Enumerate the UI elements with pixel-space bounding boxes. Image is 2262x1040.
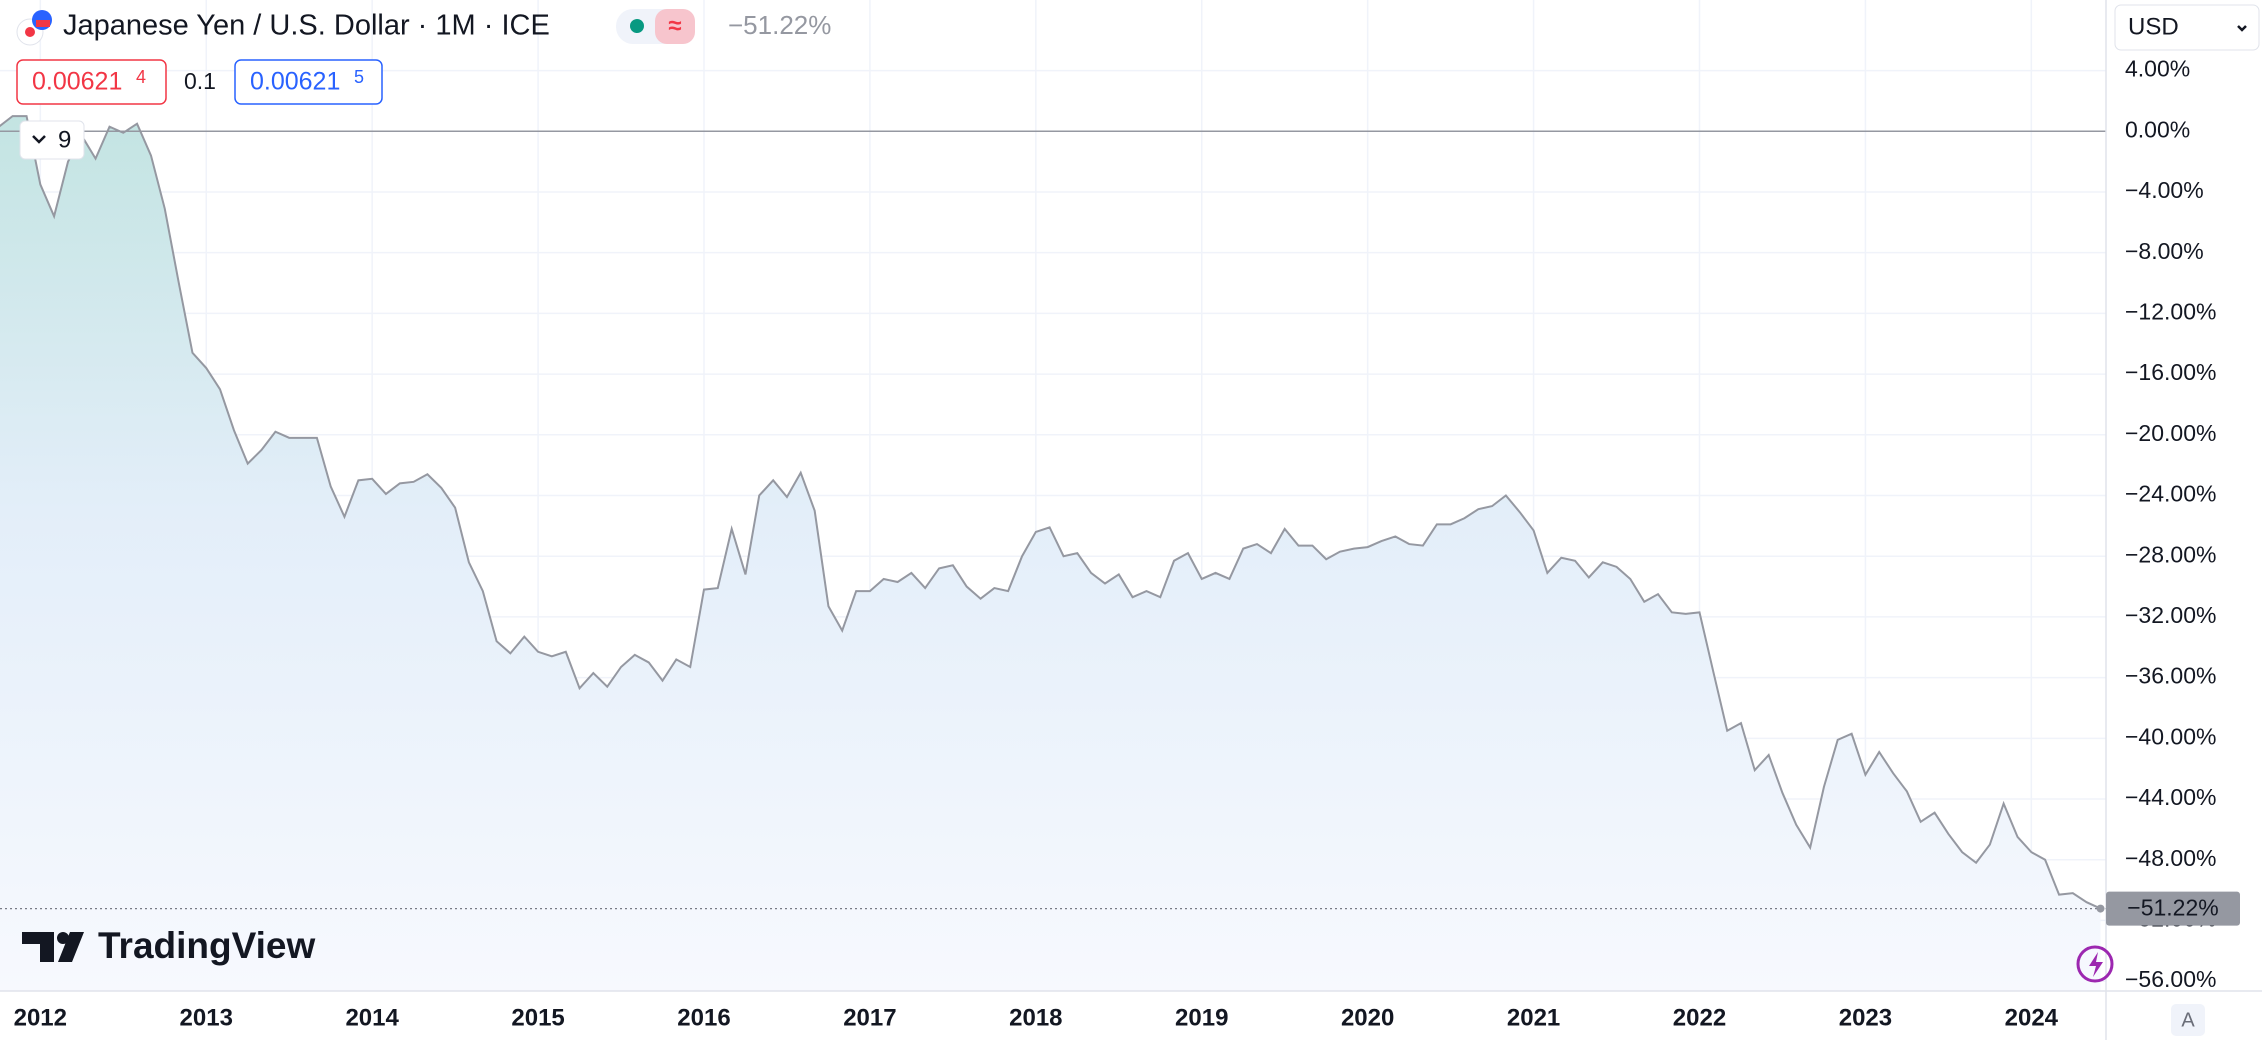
flag-jp-dot (25, 27, 35, 37)
y-tick-label: −12.00% (2125, 298, 2216, 324)
logo-slash (58, 932, 84, 962)
sell-button[interactable] (16, 59, 167, 105)
y-tick-label: −20.00% (2125, 420, 2216, 446)
x-tick-label: 2013 (180, 1004, 233, 1031)
y-tick-label: −56.00% (2125, 966, 2216, 992)
lightning (2089, 952, 2103, 977)
currency-label: USD (2128, 13, 2179, 40)
y-tick-label: −40.00% (2125, 723, 2216, 749)
alert-icon[interactable] (2076, 945, 2114, 983)
last-value-badge (2106, 891, 2240, 926)
indicators-toggle[interactable] (19, 120, 85, 160)
legend-header: Japanese Yen / U.S. Dollar · 1M · ICE ≈ … (16, 9, 831, 160)
buy-button[interactable] (234, 59, 383, 105)
spread: 0.1 (184, 68, 216, 94)
y-tick-label: −48.00% (2125, 845, 2216, 871)
x-tick-label: 2023 (1839, 1004, 1892, 1031)
x-tick-label: 2012 (14, 1004, 67, 1031)
select-arrow (2237, 25, 2247, 32)
x-tick-label: 2021 (1507, 1004, 1560, 1031)
area-fill (0, 116, 2101, 991)
y-tick-label: −4.00% (2125, 177, 2204, 203)
currency-box[interactable] (2114, 4, 2260, 51)
x-tick-label: 2016 (677, 1004, 730, 1031)
x-tick-label: 2024 (2005, 1004, 2059, 1031)
y-tick-label: −24.00% (2125, 481, 2216, 507)
y-tick-label: −28.00% (2125, 541, 2216, 567)
buy-pip: 5 (354, 67, 364, 87)
last-point (2096, 904, 2105, 913)
x-tick-label: 2020 (1341, 1004, 1394, 1031)
x-tick-label: 2022 (1673, 1004, 1726, 1031)
change-percent: −51.22% (728, 10, 831, 40)
y-tick-label: −8.00% (2125, 238, 2204, 264)
flag-us-stripes (36, 20, 50, 27)
x-tick-label: 2015 (511, 1004, 564, 1031)
y-tick-label: −32.00% (2125, 602, 2216, 628)
sell-price: 0.00621 (32, 68, 122, 96)
delayed-badge (655, 9, 695, 44)
last-value-label: −51.22% (2127, 895, 2218, 921)
x-tick-label: 2018 (1009, 1004, 1062, 1031)
sell-pip: 4 (136, 67, 146, 87)
price-line (0, 115, 2101, 910)
market-open-dot (630, 19, 644, 33)
y-tick-label: 4.00% (2125, 56, 2190, 82)
plot (0, 115, 2106, 991)
currency-select[interactable]: USD (2114, 4, 2260, 51)
brand-logo[interactable]: TradingView (22, 925, 315, 966)
x-tick-label: 2014 (345, 1004, 399, 1031)
brand-name: TradingView (98, 925, 315, 966)
indicators-count: 9 (58, 126, 71, 153)
y-tick-label: −44.00% (2125, 784, 2216, 810)
y-tick-label: −16.00% (2125, 359, 2216, 385)
auto-scale-label: A (2181, 1009, 2195, 1031)
logo-mark (22, 932, 54, 962)
y-tick-label: 0.00% (2125, 116, 2190, 142)
auto-scale-button[interactable] (2171, 1004, 2205, 1036)
buy-price: 0.00621 (250, 68, 340, 96)
y-tick-label: −36.00% (2125, 663, 2216, 689)
logo-dot (57, 932, 69, 944)
chevron-icon (32, 135, 46, 144)
x-tick-label: 2019 (1175, 1004, 1228, 1031)
symbol-title[interactable]: Japanese Yen / U.S. Dollar · 1M · ICE (63, 10, 550, 42)
x-tick-label: 2017 (843, 1004, 896, 1031)
delayed-icon: ≈ (668, 12, 681, 39)
